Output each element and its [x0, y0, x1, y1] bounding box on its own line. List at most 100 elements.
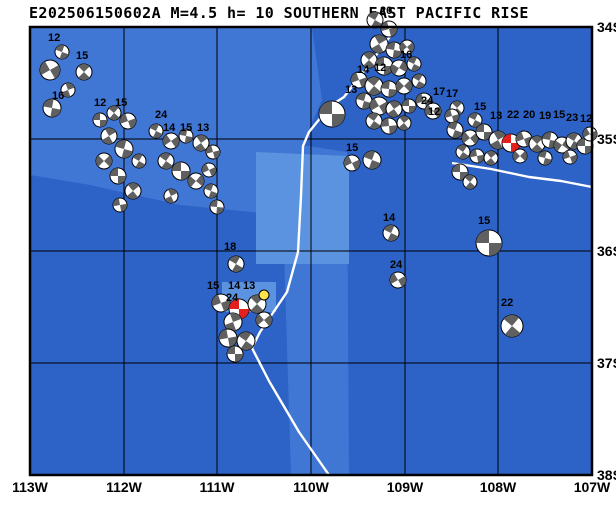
focal-mechanism-beachball: [390, 59, 408, 77]
focal-mechanism-beachball: [109, 167, 127, 185]
lon-axis-label: 108W: [480, 479, 517, 495]
focal-mechanism-beachball: [148, 123, 164, 139]
focal-mechanism-beachball: [469, 148, 485, 164]
focal-mechanism-beachball: [39, 59, 61, 81]
map-frame: [28, 25, 594, 477]
focal-mechanism-beachball: [131, 153, 147, 169]
depth-label: 15: [346, 142, 358, 154]
depth-label: 14: [383, 212, 396, 224]
focal-mechanism-beachball: [483, 150, 499, 166]
focal-mechanism-beachball: [157, 152, 175, 170]
depth-label: 13: [243, 280, 255, 292]
event-marker: [258, 289, 270, 301]
depth-label: 12: [94, 97, 106, 109]
depth-label: 15: [180, 122, 192, 134]
depth-label: 15: [207, 280, 219, 292]
focal-mechanism-beachball: [162, 132, 180, 150]
depth-label: 19: [539, 110, 551, 122]
focal-mechanism-beachball: [562, 149, 578, 165]
depth-label: 16: [400, 49, 412, 61]
focal-mechanism-beachball: [247, 294, 267, 314]
focal-mechanism-beachball: [124, 182, 142, 200]
depth-label: 13: [197, 122, 209, 134]
focal-mechanism-beachball: [227, 255, 245, 273]
focal-mechanism-beachball: [462, 174, 478, 190]
plate-boundary-line: [250, 26, 398, 476]
focal-mechanism-beachball: [369, 96, 389, 116]
depth-label: 22: [507, 109, 519, 121]
bathymetry-region: [256, 152, 349, 264]
focal-mechanism-beachball: [106, 105, 122, 121]
focal-mechanism-beachball: [42, 98, 62, 118]
depth-label: 15: [474, 101, 486, 113]
focal-mechanism-beachball: [475, 229, 503, 257]
depth-label: 20: [523, 109, 535, 121]
focal-mechanism-beachball: [203, 183, 219, 199]
focal-mechanism-beachball: [500, 314, 524, 338]
focal-mechanism-beachball: [112, 197, 128, 213]
focal-mechanism-beachball: [382, 224, 400, 242]
focal-mechanism-beachball: [163, 188, 179, 204]
lon-axis-label: 109W: [387, 479, 424, 495]
focal-mechanism-beachball: [205, 144, 221, 160]
depth-label: 16: [52, 90, 64, 102]
focal-mechanism-beachball: [75, 63, 93, 81]
focal-mechanism-beachball: [95, 152, 113, 170]
focal-mechanism-beachball: [401, 98, 417, 114]
lat-axis-label: 34S: [597, 19, 616, 35]
focal-mechanism-beachball: [406, 56, 422, 72]
focal-mechanism-beachball: [226, 345, 244, 363]
depth-label: 23: [566, 112, 578, 124]
depth-label: 14: [357, 64, 370, 76]
focal-mechanism-beachball: [218, 328, 238, 348]
focal-mechanism-beachball: [537, 150, 553, 166]
focal-mechanism-beachball: [54, 44, 70, 60]
depth-label: 22: [501, 297, 513, 309]
focal-mechanism-beachball: [364, 76, 384, 96]
focal-mechanism-beachball: [515, 130, 533, 148]
focal-mechanism-beachball: [380, 117, 398, 135]
depth-label: 12: [580, 113, 592, 125]
focal-mechanism-beachball: [582, 126, 598, 142]
focal-mechanism-beachball: [60, 82, 76, 98]
depth-label: 24: [421, 95, 434, 107]
lon-axis-label: 113W: [12, 479, 49, 495]
lon-axis-label: 112W: [106, 479, 143, 495]
depth-label: 15: [115, 97, 127, 109]
depth-label: 15: [76, 50, 88, 62]
depth-label: 20: [380, 5, 392, 17]
focal-mechanism-beachball: [451, 163, 469, 181]
focal-mechanism-beachball: [369, 34, 389, 54]
depth-label: 13: [345, 84, 357, 96]
depth-label: 13: [490, 110, 502, 122]
depth-label: 15: [478, 215, 490, 227]
focal-mechanism-beachball: [528, 135, 546, 153]
depth-label: 12: [374, 62, 386, 74]
lat-axis-label: 37S: [597, 355, 616, 371]
depth-label: 14: [228, 280, 241, 292]
depth-label: 24: [390, 259, 403, 271]
depth-label: 18: [224, 241, 236, 253]
lat-axis-label: 35S: [597, 131, 616, 147]
lon-axis-label: 107W: [574, 479, 611, 495]
depth-label: 15: [553, 109, 565, 121]
focal-mechanism-beachball: [395, 77, 413, 95]
plate-boundary-line: [451, 161, 593, 189]
focal-mechanism-beachball: [187, 172, 205, 190]
focal-mechanism-beachball: [396, 115, 412, 131]
focal-mechanism-beachball: [446, 121, 464, 139]
lat-axis-label: 36S: [597, 243, 616, 259]
depth-label: 17: [446, 88, 458, 100]
focal-mechanism-beachball: [467, 112, 483, 128]
focal-mechanism-beachball: [362, 150, 382, 170]
focal-mechanism-beachball: [92, 112, 108, 128]
focal-mechanism-beachball: [100, 127, 118, 145]
focal-mechanism-beachball: [385, 100, 403, 118]
lat-axis-label: 38S: [597, 467, 616, 483]
focal-mechanism-beachball: [201, 162, 217, 178]
depth-label: 14: [163, 122, 176, 134]
focal-mechanism-beachball: [211, 293, 231, 313]
focal-mechanism-beachball: [255, 311, 273, 329]
focal-mechanism-beachball: [223, 312, 243, 332]
